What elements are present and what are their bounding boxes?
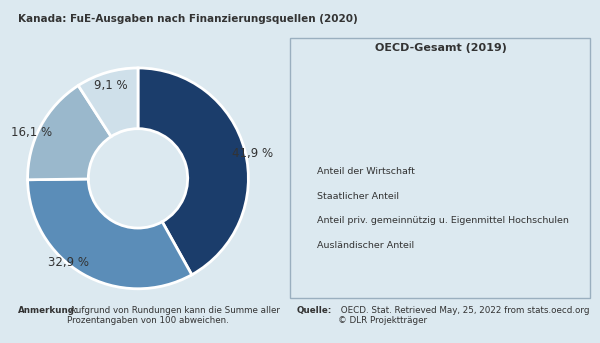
Text: Aufgrund von Rundungen kann die Summe aller
Prozentangaben von 100 abweichen.: Aufgrund von Rundungen kann die Summe al…: [67, 306, 280, 326]
Wedge shape: [78, 68, 138, 137]
Text: 32,9 %: 32,9 %: [49, 256, 89, 269]
Text: 9,1 %: 9,1 %: [94, 79, 127, 92]
Text: Staatlicher Anteil: Staatlicher Anteil: [317, 192, 400, 201]
Wedge shape: [138, 68, 248, 275]
Wedge shape: [343, 119, 373, 152]
Wedge shape: [325, 130, 364, 215]
Text: Ausländischer Anteil: Ausländischer Anteil: [317, 241, 415, 250]
Text: 23,8%: 23,8%: [300, 167, 331, 177]
Text: OECD-Gesamt (2019): OECD-Gesamt (2019): [375, 43, 507, 53]
Wedge shape: [359, 113, 387, 146]
Text: OECD. Stat. Retrieved May, 25, 2022 from stats.oecd.org
© DLR Projektträger: OECD. Stat. Retrieved May, 25, 2022 from…: [338, 306, 589, 326]
Text: Anmerkung:: Anmerkung:: [18, 306, 79, 315]
Text: Kanada: FuE-Ausgaben nach Finanzierungsquellen (2020): Kanada: FuE-Ausgaben nach Finanzierungsq…: [18, 14, 358, 24]
Wedge shape: [28, 179, 192, 289]
Text: 7,3 %: 7,3 %: [346, 115, 374, 125]
Text: Anteil der Wirtschaft: Anteil der Wirtschaft: [317, 167, 415, 176]
Text: Anteil priv. gemeinnützig u. Eigenmittel Hochschulen: Anteil priv. gemeinnützig u. Eigenmittel…: [317, 216, 569, 225]
Text: 5,0 %: 5,0 %: [326, 124, 354, 134]
Wedge shape: [339, 113, 449, 237]
Wedge shape: [28, 85, 111, 180]
Text: Quelle:: Quelle:: [297, 306, 332, 315]
Text: 41,9 %: 41,9 %: [232, 147, 273, 161]
Text: 16,1 %: 16,1 %: [11, 126, 52, 139]
Text: 63,8 %: 63,8 %: [438, 193, 472, 203]
